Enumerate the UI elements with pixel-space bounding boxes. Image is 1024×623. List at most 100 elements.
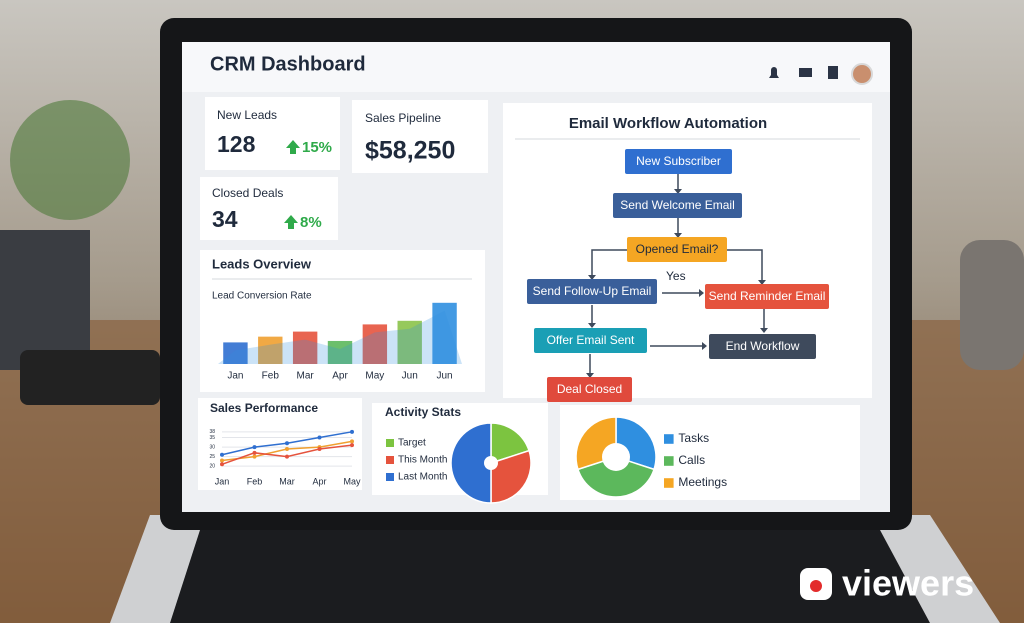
logo-dot <box>810 580 822 592</box>
point <box>252 454 257 459</box>
trend-area <box>218 310 462 364</box>
legend-swatch <box>386 456 394 464</box>
point <box>252 445 257 450</box>
legend-label: Calls <box>678 453 705 467</box>
kpi-change: 15% <box>302 139 332 156</box>
workflow-node <box>534 328 647 353</box>
point <box>252 450 257 455</box>
legend-label: Last Month <box>398 472 447 483</box>
bar <box>223 342 248 364</box>
point <box>285 454 289 459</box>
point <box>220 458 224 463</box>
point <box>285 447 289 451</box>
workflow-node-label: Opened Email? <box>636 242 719 256</box>
workflow-node <box>627 237 727 262</box>
pie-slice <box>450 422 492 504</box>
plant <box>10 100 130 220</box>
pen-holder <box>0 230 90 370</box>
point <box>350 443 354 448</box>
panel-title: Sales Performance <box>210 401 318 415</box>
point <box>220 462 224 467</box>
workflow-node <box>547 377 632 402</box>
x-tick-label: Jan <box>227 371 243 382</box>
point <box>285 441 289 446</box>
kpi-arrows <box>284 140 300 229</box>
app-title: CRM Dashboard <box>210 53 366 75</box>
workflow-node-label: End Workflow <box>726 339 800 353</box>
kpi-card <box>352 100 488 173</box>
legend-label: Target <box>398 438 426 449</box>
app-header <box>182 42 890 92</box>
point <box>317 447 322 451</box>
point <box>220 452 224 457</box>
kpi-card <box>205 97 340 170</box>
bar <box>397 320 422 364</box>
workflow-node-label: Send Welcome Email <box>620 198 735 212</box>
edges <box>589 174 765 374</box>
workflow-node <box>527 279 657 304</box>
workflow-title: Email Workflow Automation <box>569 115 767 132</box>
legend-label: Meetings <box>678 475 727 489</box>
bar <box>258 336 283 364</box>
point <box>350 429 354 434</box>
workflow-node-label: New Subscriber <box>636 154 721 168</box>
kpi-label: New Leads <box>217 108 277 122</box>
bell-icon[interactable] <box>769 67 779 78</box>
y-tick-label: 35 <box>209 435 215 441</box>
mail-icon[interactable] <box>799 68 812 77</box>
header-icons <box>769 63 873 85</box>
bar <box>432 302 457 364</box>
y-tick-label: 20 <box>209 464 215 470</box>
avatar[interactable] <box>851 63 873 85</box>
x-tick-label: Jun <box>402 371 418 382</box>
legend-label: Tasks <box>678 431 709 445</box>
watermark: viewers <box>842 563 974 604</box>
kpi-value: 34 <box>212 206 238 232</box>
edge-label: Yes <box>666 269 686 283</box>
x-tick-label: Mar <box>279 476 295 486</box>
x-tick-label: Jun <box>437 371 453 382</box>
y-tick-label: 25 <box>209 454 215 460</box>
legend-swatch <box>664 478 674 488</box>
pie-hole <box>484 456 498 470</box>
legend-swatch <box>664 456 674 466</box>
pie-hole <box>602 443 630 471</box>
legend-swatch <box>386 439 394 447</box>
workflow-edges <box>589 174 765 374</box>
workflow-node <box>705 284 829 309</box>
kpi-label: Closed Deals <box>212 186 283 200</box>
y-tick-label: 38 <box>209 429 215 435</box>
x-tick-label: Mar <box>297 371 315 382</box>
x-tick-label: May <box>343 476 361 486</box>
x-tick-label: Jan <box>215 476 230 486</box>
bar <box>327 340 353 364</box>
kpi-value: 128 <box>217 131 256 157</box>
panel-subtitle: Lead Conversion Rate <box>212 291 312 302</box>
x-tick-label: May <box>365 371 384 382</box>
workflow-node <box>613 193 742 218</box>
workflow-node <box>709 334 816 359</box>
workflow-node-label: Send Reminder Email <box>709 289 826 303</box>
legend-swatch <box>386 473 394 481</box>
kpi-card <box>200 177 338 240</box>
legend-swatch <box>664 434 674 444</box>
kpi-label: Sales Pipeline <box>365 111 441 125</box>
panel-title: Leads Overview <box>212 256 312 271</box>
x-tick-label: Feb <box>247 476 263 486</box>
x-tick-label: Apr <box>312 476 326 486</box>
pie-slice <box>577 456 655 498</box>
bar <box>292 331 318 364</box>
workflow-node <box>625 149 732 174</box>
mug <box>960 240 1024 370</box>
point <box>350 439 354 444</box>
workflow-node-label: Offer Email Sent <box>547 333 635 347</box>
phone <box>20 350 160 405</box>
y-tick-label: 30 <box>209 444 215 450</box>
pie-slice <box>490 449 532 504</box>
up-arrow <box>286 140 300 154</box>
bar <box>362 324 388 364</box>
legend-label: This Month <box>398 455 447 466</box>
clipboard-icon[interactable] <box>828 66 838 79</box>
point <box>317 435 322 440</box>
